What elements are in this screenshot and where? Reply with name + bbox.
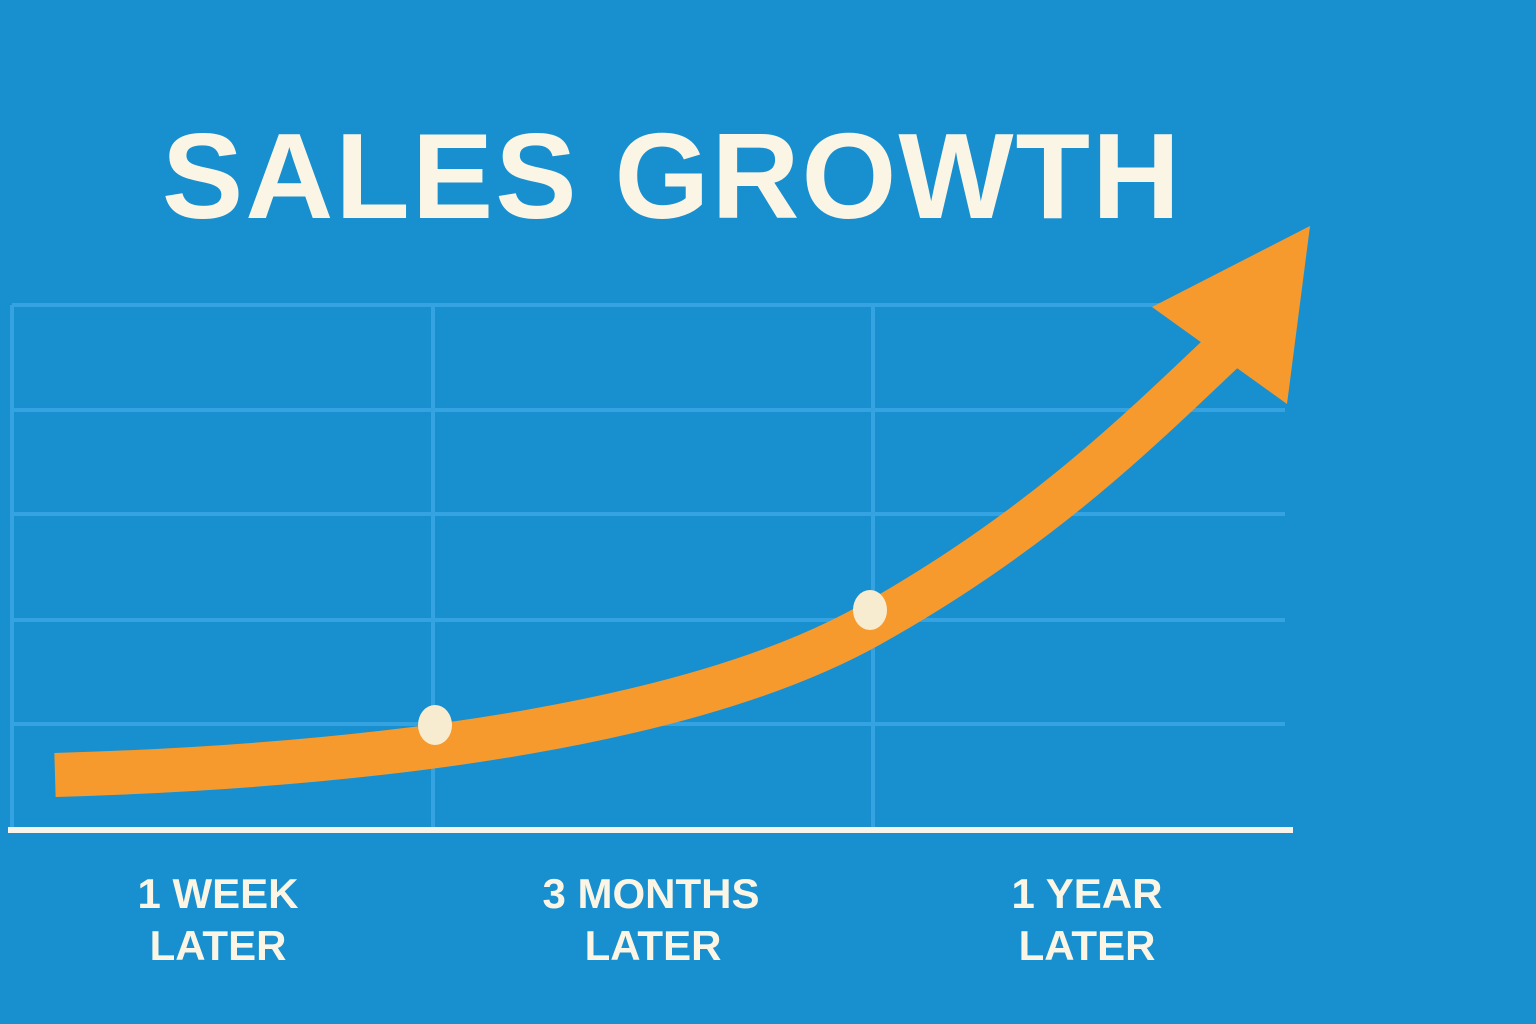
- x-label: LATER: [150, 922, 287, 969]
- x-label: 3 MONTHS: [542, 870, 759, 917]
- x-label: 1 WEEK: [137, 870, 298, 917]
- marker-dot: [853, 590, 887, 630]
- x-label: LATER: [1019, 922, 1156, 969]
- growth-arrow: [54, 324, 1251, 797]
- x-label: LATER: [585, 922, 722, 969]
- x-label: 1 YEAR: [1012, 870, 1163, 917]
- arrow-head: [1152, 226, 1310, 404]
- title: SALES GROWTH: [162, 108, 1182, 244]
- marker-dot: [418, 705, 452, 745]
